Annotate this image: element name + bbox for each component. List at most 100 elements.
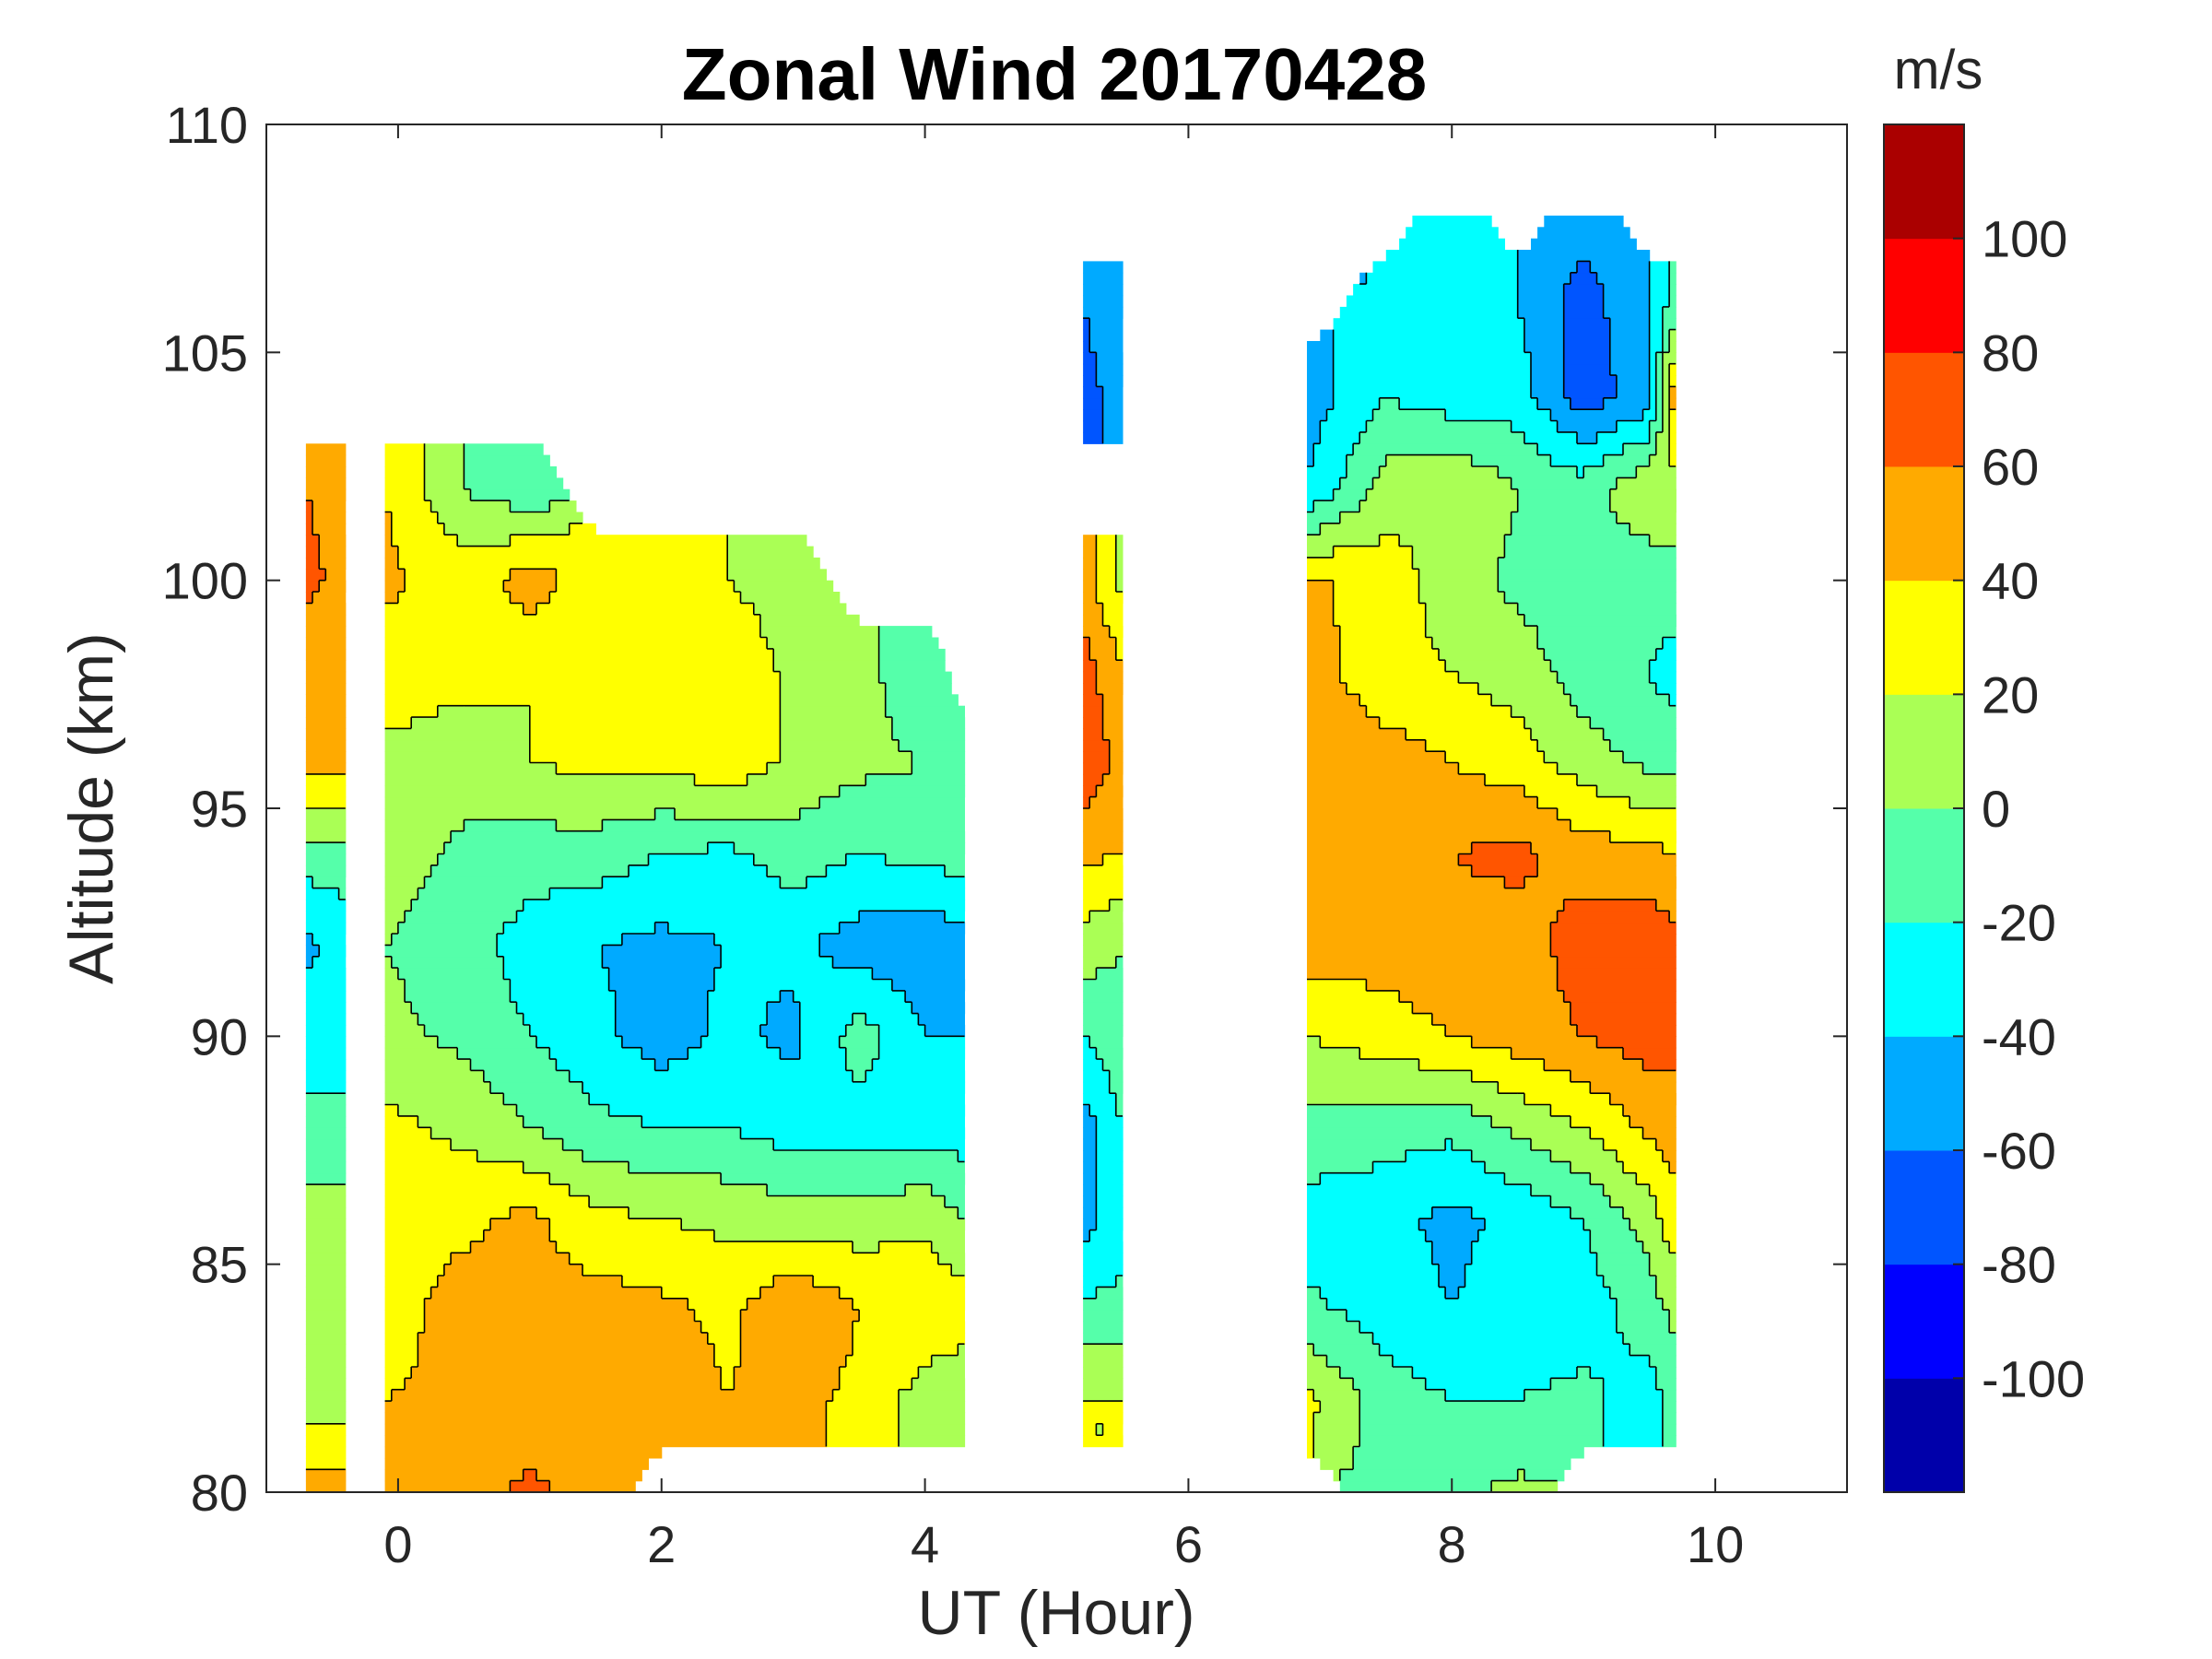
heatmap-cell — [1458, 671, 1559, 684]
heatmap-cell — [319, 945, 347, 958]
heatmap-cell — [312, 934, 347, 946]
heatmap-cell — [1366, 272, 1519, 285]
heatmap-cell — [740, 1355, 847, 1368]
heatmap-cell — [1609, 329, 1651, 342]
heatmap-cell — [1083, 614, 1104, 627]
colorbar-tick-label: 40 — [1982, 552, 2039, 610]
heatmap-cell — [1669, 329, 1677, 342]
heatmap-cell — [1307, 853, 1459, 866]
heatmap-cell — [1307, 603, 1335, 616]
heatmap-cell — [1115, 546, 1124, 559]
heatmap-cell — [451, 1253, 571, 1265]
heatmap-cell — [1590, 261, 1651, 274]
heatmap-cell — [1339, 648, 1440, 661]
heatmap-cell — [1089, 637, 1117, 650]
heatmap-cell — [569, 523, 596, 535]
heatmap-cell — [562, 1138, 774, 1151]
heatmap-cell — [1577, 1025, 1677, 1037]
heatmap-cell — [641, 1115, 965, 1128]
heatmap-cell — [411, 717, 531, 730]
heatmap-cell — [931, 1184, 965, 1197]
heatmap-cell — [727, 557, 820, 570]
heatmap-cell — [859, 911, 946, 924]
heatmap-cell — [312, 877, 347, 889]
heatmap-cell — [1083, 1321, 1124, 1334]
heatmap-cell — [1603, 1435, 1664, 1448]
heatmap-cell — [397, 922, 504, 935]
heatmap-cell — [1333, 341, 1525, 353]
heatmap-cell — [1307, 592, 1335, 604]
heatmap-cell — [305, 1367, 347, 1379]
heatmap-cell — [1504, 535, 1651, 547]
heatmap-cell — [1669, 284, 1677, 297]
heatmap-cell — [1083, 1276, 1117, 1288]
heatmap-cell — [1083, 1059, 1104, 1072]
heatmap-cell — [305, 1081, 347, 1094]
heatmap-cell — [1083, 546, 1097, 559]
heatmap-cell — [1307, 1253, 1433, 1265]
heatmap-cell — [424, 1310, 696, 1323]
heatmap-cell — [1517, 250, 1651, 262]
heatmap-cell — [1083, 603, 1104, 616]
heatmap-cell — [608, 979, 715, 992]
heatmap-cell — [1339, 637, 1433, 650]
y-tick-label: 85 — [191, 1236, 248, 1294]
heatmap-cell — [1655, 409, 1664, 422]
heatmap-cell — [1616, 512, 1677, 524]
heatmap-cell — [1339, 306, 1519, 319]
heatmap-cell — [443, 523, 571, 535]
heatmap-cell — [1307, 1206, 1433, 1219]
heatmap-cell — [1333, 1469, 1341, 1482]
heatmap-cell — [305, 648, 347, 661]
heatmap-cell — [1359, 1047, 1512, 1060]
heatmap-cell — [1563, 990, 1677, 1003]
heatmap-cell — [1083, 295, 1124, 308]
heatmap-cell — [1577, 431, 1597, 444]
heatmap-cell — [1307, 1081, 1499, 1094]
heatmap-cell — [1307, 1070, 1473, 1083]
heatmap-cell — [305, 1195, 347, 1208]
heatmap-cell — [1517, 272, 1571, 285]
heatmap-cell — [305, 1013, 347, 1026]
heatmap-cell — [405, 569, 511, 582]
heatmap-cell — [536, 603, 755, 616]
heatmap-cell — [384, 1332, 418, 1345]
heatmap-cell — [464, 466, 557, 478]
heatmap-cell — [1477, 683, 1565, 695]
heatmap-cell — [1102, 409, 1124, 422]
heatmap-cell — [1649, 375, 1657, 388]
heatmap-cell — [1524, 785, 1598, 798]
heatmap-cell — [1333, 397, 1381, 410]
heatmap-cell — [878, 660, 946, 673]
heatmap-cell — [1590, 1241, 1644, 1253]
heatmap-cell — [1096, 535, 1117, 547]
heatmap-cell — [305, 728, 347, 741]
heatmap-cell — [1096, 352, 1124, 365]
y-axis: 80 85 90 95 100 105 110 — [162, 96, 1847, 1522]
heatmap-cell — [608, 968, 715, 981]
heatmap-cell — [1366, 488, 1519, 501]
heatmap-cell — [759, 1025, 801, 1037]
heatmap-cell — [556, 569, 728, 582]
heatmap-cell — [1083, 1389, 1124, 1402]
heatmap-cell — [1662, 637, 1677, 650]
heatmap-cell — [470, 1241, 557, 1253]
heatmap-cell — [384, 454, 426, 467]
heatmap-cell — [1083, 363, 1097, 376]
heatmap-cell — [1083, 808, 1124, 820]
heatmap-cell — [1307, 1435, 1314, 1448]
heatmap-cell — [305, 1310, 347, 1323]
heatmap-cell — [1083, 1138, 1097, 1151]
heatmap-cell — [424, 443, 465, 456]
heatmap-cell — [1649, 1253, 1677, 1265]
heatmap-cell — [437, 512, 583, 524]
heatmap-cell — [305, 1389, 347, 1402]
heatmap-cell — [1307, 477, 1341, 490]
heatmap-cell — [1636, 1172, 1677, 1185]
heatmap-cell — [384, 785, 841, 798]
heatmap-cell — [1083, 420, 1104, 433]
heatmap-cell — [839, 1287, 966, 1300]
heatmap-cell — [529, 751, 781, 764]
heatmap-cell — [1504, 546, 1677, 559]
heatmap-cell — [1418, 592, 1505, 604]
